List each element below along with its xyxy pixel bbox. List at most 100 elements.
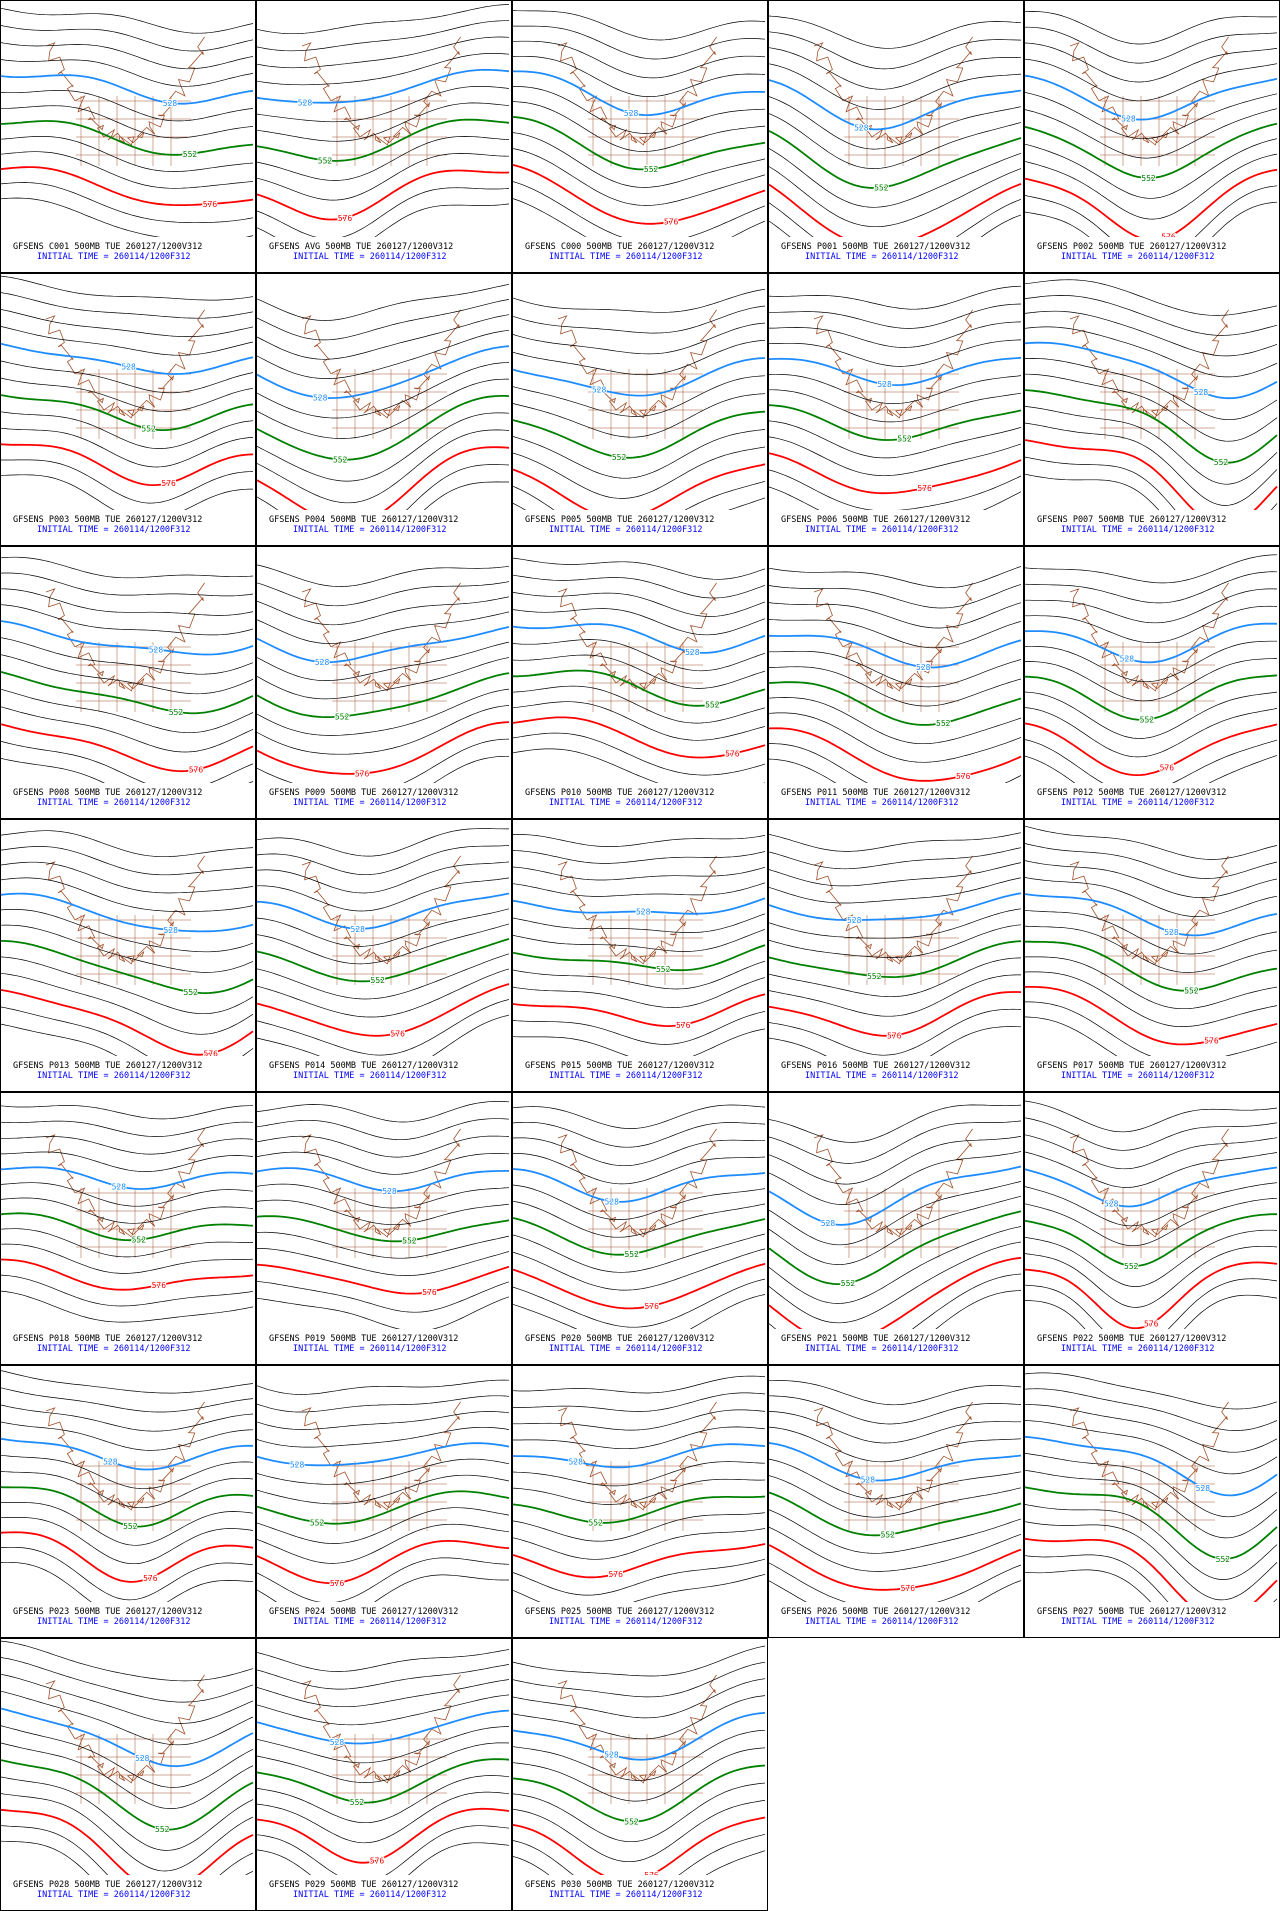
panel-title: GFSENS P006 500MB TUE 260127/1200V312: [781, 515, 970, 525]
map: 528 552 576 GFSENS P016 500MB TUE 260127/12…: [769, 832, 1023, 1091]
contour: [1, 1793, 254, 1872]
contour-1e8cff: [513, 897, 766, 915]
contour-1e8cff: [769, 634, 1022, 669]
contour: [769, 47, 1022, 90]
initial-time: INITIAL TIME = 260114/1200F312: [37, 1890, 191, 1900]
contour: [1, 1370, 254, 1394]
contour-ff0000: [513, 1263, 766, 1310]
contour: [769, 1151, 1022, 1205]
contour: [1025, 1372, 1278, 1410]
contour-008000: [1, 394, 254, 431]
contour-1e8cff: [513, 1711, 766, 1761]
contour-008000: [257, 118, 510, 162]
caption-bg: [1025, 783, 1279, 818]
contour: [1, 1197, 254, 1224]
coastline: [45, 855, 205, 965]
contour-ff0000: [1, 443, 254, 487]
contour-008000: [257, 1215, 510, 1243]
contour: [513, 1645, 766, 1677]
contour: [257, 1118, 510, 1141]
contour: [257, 429, 510, 504]
contour: [513, 1392, 766, 1412]
contour: [257, 1474, 510, 1505]
contour: [513, 866, 766, 881]
contour-1e8cff: [257, 68, 510, 104]
initial-time: INITIAL TIME = 260114/1200F312: [1061, 1071, 1215, 1081]
contour-1e8cff: [257, 345, 510, 400]
panel-title: GFSENS P009 500MB TUE 260127/1200V312: [269, 788, 458, 798]
contour: [1025, 1404, 1278, 1453]
contour: [1025, 108, 1278, 159]
contour-ff0000: [769, 452, 1022, 495]
contour: [513, 574, 766, 599]
contour-label: 576: [725, 750, 740, 759]
contour-1e8cff: [1025, 74, 1278, 121]
contour: [257, 1101, 510, 1123]
contour: [513, 850, 766, 864]
contour: [1, 105, 254, 139]
contour-label: 576: [143, 1574, 158, 1583]
map-panel: 528 552 576 GFSENS P008 500MB TUE 260127/12…: [0, 546, 256, 819]
contour: [257, 1151, 510, 1175]
contour: [1025, 92, 1278, 140]
contour: [513, 86, 766, 134]
caption-bg: [1, 783, 255, 818]
panel-title: GFSENS AVG 500MB TUE 260127/1200V312: [269, 242, 453, 252]
contour: [513, 1782, 766, 1843]
contour: [1, 588, 254, 616]
contour: [1025, 843, 1278, 879]
contour-label: 576: [1144, 1320, 1159, 1329]
contour: [513, 977, 766, 1008]
contour-008000: [1025, 940, 1278, 992]
contour-008000: [513, 1217, 766, 1256]
contour: [769, 113, 1022, 169]
contour: [257, 1557, 510, 1604]
contour: [769, 1395, 1022, 1425]
map-panel: 528 552 576 GFSENS P019 500MB TUE 260127/12…: [256, 1092, 512, 1365]
contour: [1, 572, 254, 597]
contour: [257, 153, 510, 201]
contour: [1025, 1469, 1278, 1539]
contour-label: 528: [121, 363, 136, 372]
map-panel: 528 552 576 GFSENS P016 500MB TUE 260127/12…: [768, 819, 1024, 1092]
caption-bg: [1, 1329, 255, 1364]
map-panel: 528 552 576 GFSENS P022 500MB TUE 260127/12…: [1024, 1092, 1280, 1365]
coastline: [301, 855, 461, 965]
contour-ff0000: [1, 166, 254, 206]
initial-time: INITIAL TIME = 260114/1200F312: [1061, 1617, 1215, 1627]
panel-title: GFSENS P012 500MB TUE 260127/1200V312: [1037, 788, 1226, 798]
contour: [769, 712, 1022, 763]
caption-bg: [1025, 510, 1279, 545]
contour-label: 528: [636, 908, 651, 917]
initial-time: INITIAL TIME = 260114/1200F312: [37, 1071, 191, 1081]
contour: [1, 1228, 254, 1258]
contour: [1025, 1229, 1278, 1287]
contour: [513, 1200, 766, 1238]
contour: [1, 1742, 254, 1809]
contour: [513, 1248, 766, 1291]
contour: [1025, 326, 1278, 378]
contour-label: 552: [169, 708, 184, 717]
caption-bg: [513, 237, 767, 272]
contour: [1025, 279, 1278, 316]
contour-label: 528: [163, 99, 178, 108]
contour: [513, 375, 766, 417]
contour: [1025, 1521, 1278, 1601]
contour-ff0000: [513, 716, 766, 759]
contour: [1, 741, 254, 791]
coastline: [45, 309, 205, 419]
contour-1e8cff: [1, 1437, 253, 1471]
initial-time: INITIAL TIME = 260114/1200F312: [549, 1617, 703, 1627]
map: 528 552 576 GFSENS P018 500MB TUE 260127/12…: [1, 1105, 255, 1364]
contour: [257, 1296, 510, 1332]
panel-title: GFSENS P018 500MB TUE 260127/1200V312: [13, 1334, 202, 1344]
contour: [769, 15, 1022, 49]
map-panel: 528 552 576 GFSENS C001 500MB TUE 260127/12…: [0, 0, 256, 273]
contour: [1025, 956, 1278, 1010]
contour-label: 528: [149, 645, 164, 654]
contour: [513, 1678, 766, 1719]
contour: [1, 1690, 254, 1746]
